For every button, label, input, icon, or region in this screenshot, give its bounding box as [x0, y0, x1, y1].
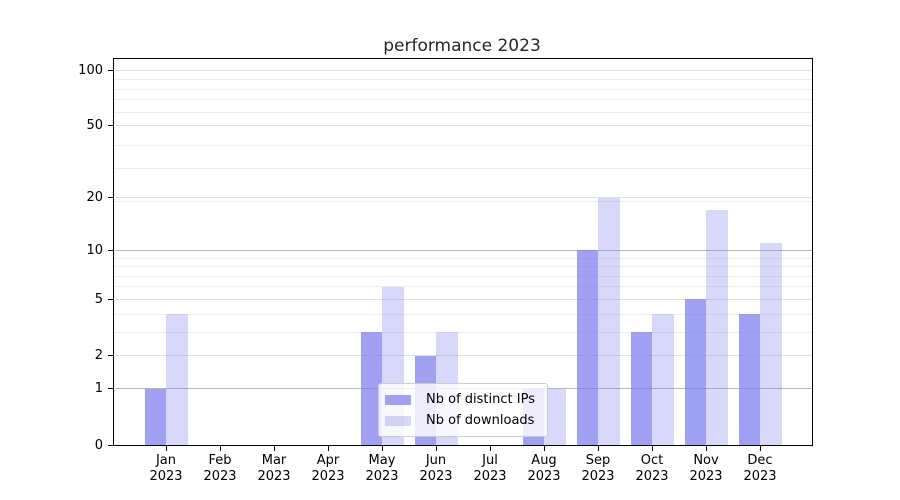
gridline-69 — [114, 99, 812, 101]
bar-nov-distinct-ips — [684, 299, 706, 445]
y-tick-mark-0 — [108, 444, 113, 446]
plot-area: Nb of distinct IPs Nb of downloads — [113, 58, 813, 446]
gridline-100 — [114, 69, 812, 71]
y-tick-label-0: 0 — [94, 437, 103, 453]
legend-item-downloads: Nb of downloads — [385, 410, 535, 431]
legend-label: Nb of downloads — [426, 413, 535, 428]
y-tick-label-5: 5 — [94, 291, 103, 307]
x-tick-label-oct: Oct 2023 — [635, 453, 669, 484]
x-tick-mark-mar — [273, 446, 275, 451]
bar-nov-downloads — [706, 210, 728, 445]
legend: Nb of distinct IPs Nb of downloads — [378, 383, 548, 437]
x-tick-mark-nov — [705, 446, 707, 451]
gridline-8 — [114, 266, 812, 268]
gridline-50 — [114, 125, 812, 127]
legend-swatch-distinct-ips — [385, 394, 412, 405]
y-tick-label-20: 20 — [86, 190, 103, 206]
x-tick-label-dec: Dec 2023 — [743, 453, 777, 484]
y-tick-mark-20 — [108, 197, 113, 199]
bar-dec-distinct-ips — [738, 314, 760, 445]
gridline-10 — [114, 249, 812, 251]
x-tick-mark-aug — [543, 446, 545, 451]
x-tick-label-sep: Sep 2023 — [581, 453, 615, 484]
gridline-19 — [114, 201, 812, 203]
x-tick-label-mar: Mar 2023 — [257, 453, 291, 484]
x-tick-mark-dec — [759, 446, 761, 451]
bar-oct-distinct-ips — [630, 332, 652, 445]
gridline-39 — [114, 144, 812, 146]
x-tick-label-may: May 2023 — [365, 453, 399, 484]
bar-aug-downloads — [544, 388, 566, 445]
gridline-59 — [114, 111, 812, 113]
x-tick-mark-jun — [435, 446, 437, 451]
x-tick-label-nov: Nov 2023 — [689, 453, 723, 484]
legend-item-distinct-ips: Nb of distinct IPs — [385, 389, 535, 410]
x-tick-mark-sep — [597, 446, 599, 451]
x-tick-label-feb: Feb 2023 — [203, 453, 237, 484]
x-tick-mark-may — [381, 446, 383, 451]
x-tick-label-jun: Jun 2023 — [419, 453, 453, 484]
bar-sep-downloads — [598, 197, 620, 445]
bar-oct-downloads — [652, 314, 674, 445]
bar-sep-distinct-ips — [576, 250, 598, 445]
chart-title: performance 2023 — [383, 36, 541, 56]
x-tick-mark-oct — [651, 446, 653, 451]
bar-jan-distinct-ips — [144, 388, 166, 445]
gridline-89 — [114, 79, 812, 81]
bar-dec-downloads — [760, 243, 782, 445]
y-tick-mark-50 — [108, 125, 113, 127]
y-tick-label-100: 100 — [78, 62, 103, 78]
x-tick-label-jul: Jul 2023 — [473, 453, 507, 484]
y-tick-mark-1 — [108, 388, 113, 390]
y-tick-mark-5 — [108, 298, 113, 300]
gridline-20 — [114, 197, 812, 199]
y-tick-label-10: 10 — [86, 242, 103, 258]
legend-swatch-downloads — [385, 415, 412, 426]
x-tick-label-jan: Jan 2023 — [149, 453, 183, 484]
bar-may-distinct-ips — [360, 332, 382, 445]
x-tick-mark-jan — [165, 446, 167, 451]
gridline-6 — [114, 286, 812, 288]
y-tick-label-1: 1 — [94, 381, 103, 397]
y-tick-mark-10 — [108, 249, 113, 251]
gridline-4 — [114, 313, 812, 315]
x-tick-mark-jul — [489, 446, 491, 451]
gridline-9 — [114, 257, 812, 259]
gridline-3 — [114, 331, 812, 333]
x-tick-mark-feb — [219, 446, 221, 451]
y-tick-mark-2 — [108, 355, 113, 357]
gridline-7 — [114, 275, 812, 277]
x-tick-label-aug: Aug 2023 — [527, 453, 561, 484]
gridline-29 — [114, 168, 812, 170]
x-tick-label-apr: Apr 2023 — [311, 453, 345, 484]
gridline-5 — [114, 298, 812, 300]
legend-label: Nb of distinct IPs — [426, 392, 535, 407]
x-tick-mark-apr — [327, 446, 329, 451]
gridline-2 — [114, 355, 812, 357]
y-tick-label-50: 50 — [86, 118, 103, 134]
bar-jan-downloads — [166, 314, 188, 445]
gridline-79 — [114, 88, 812, 90]
y-tick-label-2: 2 — [94, 348, 103, 364]
y-tick-mark-100 — [108, 69, 113, 71]
